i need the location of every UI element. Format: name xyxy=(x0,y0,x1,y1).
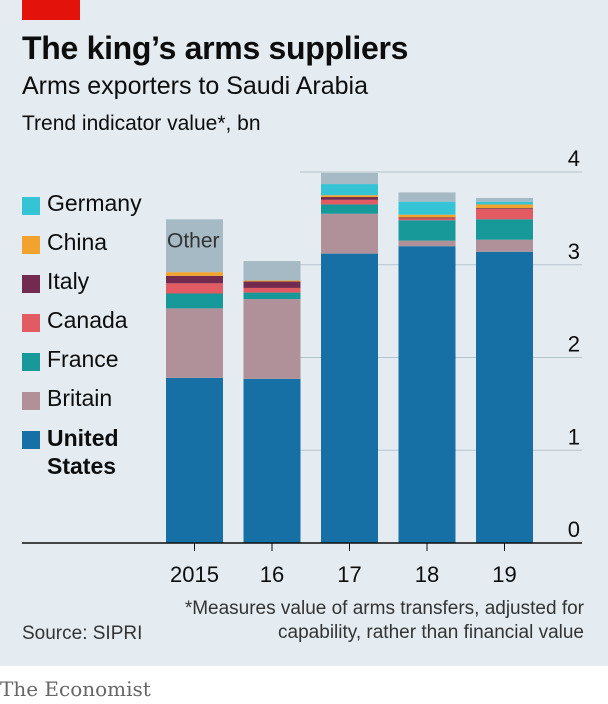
legend-label: Germany xyxy=(47,190,142,216)
bar-china-17 xyxy=(321,195,378,198)
bar-canada-18 xyxy=(398,218,456,221)
bar-france-16 xyxy=(243,292,301,300)
y-tick-label: 2 xyxy=(568,332,580,357)
annotation-other-label: Other xyxy=(167,229,220,252)
legend-label: Canada xyxy=(47,307,128,333)
x-tick-label: 17 xyxy=(337,562,361,587)
bar-france-2015 xyxy=(166,293,223,309)
bar-britain-16 xyxy=(243,299,301,379)
bar-other-17 xyxy=(321,172,378,185)
bar-germany-17 xyxy=(321,184,378,196)
bar-united_states-19 xyxy=(476,251,533,543)
bar-other-2015 xyxy=(166,219,223,273)
annotations: Other xyxy=(167,229,220,252)
bar-china-18 xyxy=(398,214,456,218)
footnote: *Measures value of arms transfers, adjus… xyxy=(184,598,584,643)
bar-italy-19 xyxy=(476,208,533,210)
bar-china-16 xyxy=(243,280,301,282)
legend-label: Italy xyxy=(47,268,90,294)
bar-united_states-16 xyxy=(243,378,301,543)
bar-canada-16 xyxy=(243,287,301,293)
bar-china-19 xyxy=(476,204,533,209)
y-tick-label: 1 xyxy=(568,424,580,449)
legend-swatch xyxy=(22,353,40,371)
bar-france-17 xyxy=(321,204,378,214)
legend-swatch xyxy=(22,197,40,215)
bar-canada-17 xyxy=(321,199,378,205)
bar-britain-18 xyxy=(398,240,456,247)
bar-italy-17 xyxy=(321,197,378,200)
chart-unit-label: Trend indicator value*, bn xyxy=(22,112,261,135)
bar-united_states-2015 xyxy=(166,377,223,543)
legend-label: United States xyxy=(47,425,119,479)
bar-other-19 xyxy=(476,197,533,202)
bar-germany-19 xyxy=(476,201,533,205)
legend-swatch xyxy=(22,431,40,449)
bars xyxy=(166,172,533,543)
legend-label: France xyxy=(47,346,119,372)
x-tick-label: 16 xyxy=(260,562,284,587)
stacked-bar-chart: Other 0 1 2 3 4 2015 16 17 18 19 xyxy=(22,146,582,587)
legend-label: Britain xyxy=(47,385,113,411)
bar-france-18 xyxy=(398,220,456,241)
axes: 0 1 2 3 4 2015 16 17 18 19 xyxy=(22,146,582,587)
x-tick-label: 2015 xyxy=(170,562,219,587)
chart-title: The king’s arms suppliers xyxy=(22,30,409,66)
bar-britain-17 xyxy=(321,213,378,254)
legend-swatch xyxy=(22,236,40,254)
bar-britain-19 xyxy=(476,239,533,252)
y-tick-label: 4 xyxy=(568,146,580,171)
legend-swatch xyxy=(22,392,40,410)
bar-china-2015 xyxy=(166,272,223,276)
bar-canada-19 xyxy=(476,209,533,220)
brand-logo-text: The Economist xyxy=(0,677,151,701)
chart-subtitle: Arms exporters to Saudi Arabia xyxy=(22,72,368,100)
legend-swatch xyxy=(22,314,40,332)
bar-italy-18 xyxy=(398,217,456,219)
bar-other-18 xyxy=(398,192,456,202)
bar-canada-2015 xyxy=(166,283,223,294)
legend-label: China xyxy=(47,229,108,255)
bar-other-16 xyxy=(243,261,301,281)
bar-united_states-17 xyxy=(321,253,378,543)
y-tick-label: 3 xyxy=(568,239,580,264)
x-tick-label: 19 xyxy=(492,562,516,587)
bar-united_states-18 xyxy=(398,246,456,543)
bar-germany-18 xyxy=(398,201,456,215)
legend-swatch xyxy=(22,275,40,293)
brand-red-tag xyxy=(22,0,80,20)
bar-britain-2015 xyxy=(166,308,223,378)
bar-italy-2015 xyxy=(166,275,223,284)
source-label: Source: SIPRI xyxy=(22,623,143,644)
bar-france-19 xyxy=(476,219,533,240)
y-tick-label: 0 xyxy=(568,517,580,542)
x-tick-label: 18 xyxy=(415,562,439,587)
bar-italy-16 xyxy=(243,281,301,288)
